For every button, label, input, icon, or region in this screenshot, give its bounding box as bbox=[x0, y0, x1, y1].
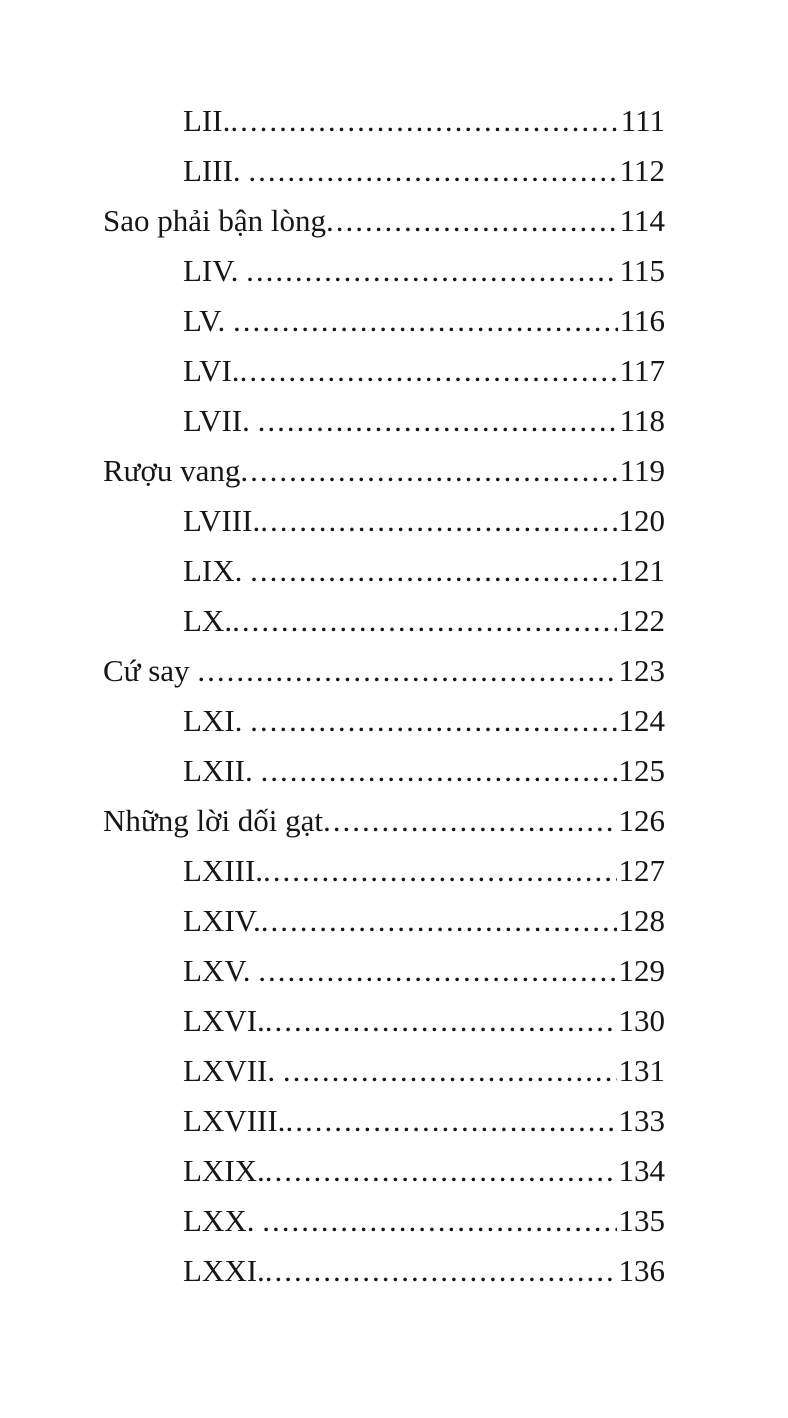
dot-leader bbox=[248, 146, 617, 196]
toc-entry: LVI. 117 bbox=[103, 346, 665, 396]
toc-entry-label: LXVII. bbox=[183, 1053, 283, 1088]
dot-leader bbox=[197, 646, 616, 696]
toc-entry-label: LXIV. bbox=[183, 903, 261, 938]
toc-entry-page: 136 bbox=[618, 1253, 666, 1288]
table-of-contents: LII. 111 LIII. 112 Sao phải bận lòng 114 LIV.… bbox=[0, 0, 788, 1296]
dot-leader bbox=[326, 196, 618, 246]
toc-entry: LVIII. 120 bbox=[103, 496, 665, 546]
toc-entry-page: 129 bbox=[618, 953, 666, 988]
toc-entry-label: Rượu vang bbox=[103, 453, 241, 488]
dot-leader bbox=[260, 746, 616, 796]
toc-entry-label: LIV. bbox=[183, 253, 247, 288]
dot-leader bbox=[265, 1146, 617, 1196]
toc-entry: LXVII. 131 bbox=[103, 1046, 665, 1096]
toc-entry-page: 118 bbox=[619, 403, 665, 438]
toc-entry: LXI. 124 bbox=[103, 696, 665, 746]
dot-leader bbox=[258, 946, 616, 996]
toc-entry-label: LXX. bbox=[183, 1203, 263, 1238]
toc-entry: LXIV. 128 bbox=[103, 896, 665, 946]
dot-leader bbox=[258, 396, 618, 446]
dot-leader bbox=[261, 896, 617, 946]
toc-entry-page: 124 bbox=[618, 703, 666, 738]
toc-entry-label: LIX. bbox=[183, 553, 251, 588]
toc-entry: Sao phải bận lòng 114 bbox=[103, 196, 665, 246]
dot-leader bbox=[285, 1096, 616, 1146]
toc-entry-label: Những lời dối gạt bbox=[103, 803, 324, 838]
toc-entry-page: 122 bbox=[618, 603, 666, 638]
toc-entry-label: LXI. bbox=[183, 703, 251, 738]
toc-entry-label: LXVIII. bbox=[183, 1103, 286, 1138]
dot-leader bbox=[230, 96, 618, 146]
toc-entry-label: LXVI. bbox=[183, 1003, 265, 1038]
toc-entry: LXX. 135 bbox=[103, 1196, 665, 1246]
toc-entry-page: 121 bbox=[618, 553, 666, 588]
toc-entry: Những lời dối gạt 126 bbox=[103, 796, 665, 846]
toc-entry-page: 126 bbox=[618, 803, 666, 838]
dot-leader bbox=[246, 246, 617, 296]
toc-entry-label: LX. bbox=[183, 603, 233, 638]
toc-entry-label: LXV. bbox=[183, 953, 259, 988]
toc-entry-label: LVI. bbox=[183, 353, 240, 388]
toc-entry: LXVIII. 133 bbox=[103, 1096, 665, 1146]
toc-entry-label: LVII. bbox=[183, 403, 258, 438]
dot-leader bbox=[240, 446, 617, 496]
toc-entry-page: 134 bbox=[618, 1153, 666, 1188]
toc-entry: LIX. 121 bbox=[103, 546, 665, 596]
toc-entry: LVII. 118 bbox=[103, 396, 665, 446]
toc-entry: Cứ say 123 bbox=[103, 646, 665, 696]
toc-entry-page: 125 bbox=[618, 753, 666, 788]
toc-entry: Rượu vang 119 bbox=[103, 446, 665, 496]
dot-leader bbox=[323, 796, 616, 846]
toc-entry-label: LIII. bbox=[183, 153, 249, 188]
toc-entry: LXV. 129 bbox=[103, 946, 665, 996]
dot-leader bbox=[250, 696, 616, 746]
toc-entry: LX. 122 bbox=[103, 596, 665, 646]
toc-entry-label: LVIII. bbox=[183, 503, 261, 538]
toc-entry-label: LV. bbox=[183, 303, 233, 338]
toc-entry: LXXI. 136 bbox=[103, 1246, 665, 1296]
toc-entry: LXII. 125 bbox=[103, 746, 665, 796]
toc-entry-page: 135 bbox=[618, 1203, 666, 1238]
toc-entry: LIII. 112 bbox=[103, 146, 665, 196]
toc-entry-page: 117 bbox=[619, 353, 665, 388]
toc-entry-page: 133 bbox=[618, 1103, 666, 1138]
dot-leader bbox=[240, 346, 618, 396]
toc-entry-page: 114 bbox=[619, 203, 665, 238]
toc-entry-page: 111 bbox=[620, 103, 665, 138]
toc-entry-page: 123 bbox=[618, 653, 666, 688]
toc-entry: LXVI. 130 bbox=[103, 996, 665, 1046]
toc-entry-page: 127 bbox=[618, 853, 666, 888]
dot-leader bbox=[232, 596, 616, 646]
toc-entry-label: Cứ say bbox=[103, 653, 198, 688]
toc-entry-page: 115 bbox=[619, 253, 665, 288]
toc-entry-label: Sao phải bận lòng bbox=[103, 203, 326, 238]
toc-entry-label: LXIX. bbox=[183, 1153, 265, 1188]
toc-entry: LII. 111 bbox=[103, 96, 665, 146]
toc-entry-page: 112 bbox=[619, 153, 665, 188]
toc-entry: LIV. 115 bbox=[103, 246, 665, 296]
toc-entry: LXIII. 127 bbox=[103, 846, 665, 896]
dot-leader bbox=[250, 546, 616, 596]
dot-leader bbox=[265, 996, 617, 1046]
dot-leader bbox=[233, 296, 618, 346]
toc-entry-label: LXIII. bbox=[183, 853, 264, 888]
toc-entry-page: 131 bbox=[618, 1053, 666, 1088]
dot-leader bbox=[283, 1046, 617, 1096]
dot-leader bbox=[263, 846, 616, 896]
toc-entry-label: LXII. bbox=[183, 753, 261, 788]
dot-leader bbox=[260, 496, 616, 546]
toc-entry: LXIX. 134 bbox=[103, 1146, 665, 1196]
toc-entry-label: LII. bbox=[183, 103, 231, 138]
toc-entry: LV. 116 bbox=[103, 296, 665, 346]
toc-entry-page: 116 bbox=[619, 303, 665, 338]
dot-leader bbox=[262, 1196, 616, 1246]
dot-leader bbox=[265, 1246, 617, 1296]
toc-entry-label: LXXI. bbox=[183, 1253, 265, 1288]
toc-entry-page: 130 bbox=[618, 1003, 666, 1038]
toc-entry-page: 119 bbox=[619, 453, 665, 488]
toc-entry-page: 120 bbox=[618, 503, 666, 538]
toc-entry-page: 128 bbox=[618, 903, 666, 938]
